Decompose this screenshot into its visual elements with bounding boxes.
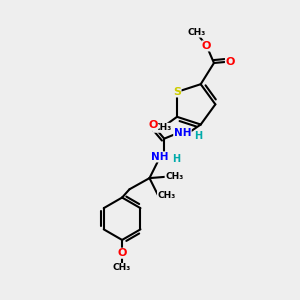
Text: CH₃: CH₃: [158, 191, 176, 200]
Text: NH: NH: [151, 152, 169, 162]
Text: CH₃: CH₃: [113, 263, 131, 272]
Text: CH₃: CH₃: [187, 28, 206, 37]
Text: H: H: [195, 131, 203, 141]
Text: O: O: [117, 248, 127, 258]
Text: NH: NH: [174, 128, 191, 138]
Text: CH₃: CH₃: [153, 123, 172, 132]
Text: O: O: [148, 120, 158, 130]
Text: O: O: [202, 41, 211, 51]
Text: CH₃: CH₃: [165, 172, 183, 181]
Text: S: S: [173, 87, 181, 97]
Text: O: O: [226, 56, 235, 67]
Text: H: H: [172, 154, 180, 164]
